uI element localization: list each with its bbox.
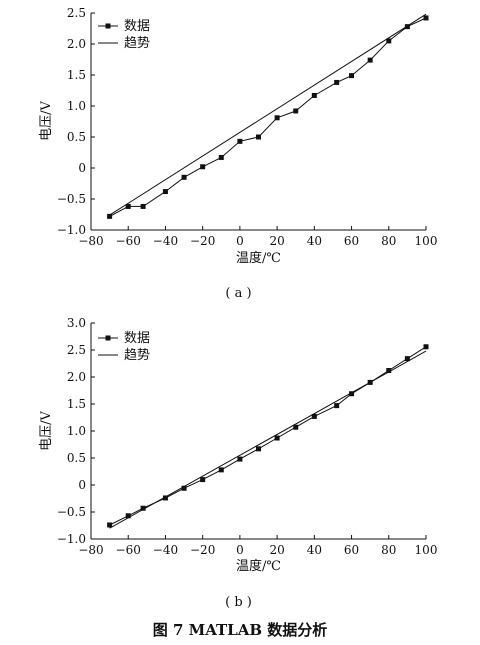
y-tick-label: −0.5 — [57, 192, 86, 206]
data-point — [367, 57, 373, 63]
data-point — [162, 189, 168, 195]
y-tick-label: 0 — [78, 161, 86, 175]
y-tick-label: 1.5 — [67, 397, 86, 411]
legend-marker-data — [105, 23, 111, 29]
data-point — [386, 38, 392, 44]
data-point — [125, 203, 131, 209]
chart-panel-a: −1.0 −0.5 0 0.5 1.0 1.5 2.0 2.5 −80 −60 −40 −20 0 20 4… — [39, 6, 437, 301]
chart-panel-b: −1.0 −0.5 0 0.5 1.0 1.5 2.0 2.5 3.0 −80 −60 −40 −20 0… — [39, 316, 437, 610]
panel-label: ( a ) — [225, 286, 251, 301]
y-axis-label: 电压/V — [39, 411, 54, 451]
x-tick-label: 20 — [269, 234, 284, 248]
legend-label-data: 数据 — [124, 331, 150, 346]
x-tick-label: 40 — [307, 543, 322, 557]
x-axis-label: 温度/℃ — [236, 558, 281, 574]
y-tick-label: −1.0 — [57, 223, 86, 237]
data-point — [274, 435, 280, 441]
x-axis-label: 温度/℃ — [236, 250, 281, 266]
data-point — [237, 456, 243, 462]
trend-line — [109, 13, 427, 216]
y-tick-label: −0.5 — [57, 505, 86, 519]
x-tick-label: −40 — [153, 234, 178, 248]
legend-marker-data — [105, 335, 111, 341]
x-tick-label: 20 — [269, 543, 284, 557]
y-tick-label: 2.5 — [67, 343, 86, 357]
x-tick-label: −60 — [116, 234, 141, 248]
data-point — [311, 92, 317, 98]
data-point — [140, 505, 146, 511]
x-tick-label: −60 — [116, 543, 141, 557]
y-tick-label: 0 — [78, 478, 86, 492]
data-point — [107, 522, 113, 528]
y-tick-label: −1.0 — [57, 532, 86, 546]
data-point — [181, 485, 187, 491]
data-point — [349, 391, 355, 397]
data-point — [200, 164, 206, 170]
data-point — [404, 24, 410, 30]
data-point — [162, 495, 168, 501]
data-point — [256, 134, 261, 140]
data-point — [256, 446, 261, 452]
data-point — [237, 138, 243, 144]
data-point — [293, 424, 299, 430]
y-tick-label: 2.0 — [67, 37, 86, 51]
legend-label-trend: 趋势 — [124, 347, 150, 363]
x-tick-label: −80 — [78, 543, 103, 557]
trend-line — [109, 350, 427, 529]
legend-label-trend: 趋势 — [124, 35, 150, 51]
data-point — [334, 403, 340, 409]
data-point — [140, 203, 146, 209]
y-axis-label: 电压/V — [39, 101, 54, 141]
y-tick-label: 2.0 — [67, 370, 86, 384]
data-point — [386, 368, 392, 374]
y-tick-label: 1.5 — [67, 68, 86, 82]
data-point — [311, 413, 317, 419]
figure-caption: 图 7 MATLAB 数据分析 — [153, 621, 328, 639]
data-point — [125, 513, 131, 519]
data-point — [404, 356, 410, 362]
y-tick-label: 1.0 — [67, 99, 86, 113]
y-tick-label: 3.0 — [67, 316, 86, 330]
data-point — [349, 73, 355, 79]
x-tick-label: 0 — [236, 543, 244, 557]
x-tick-label: 80 — [381, 234, 396, 248]
x-tick-label: −40 — [153, 543, 178, 557]
data-point — [274, 115, 280, 121]
data-point — [218, 154, 224, 160]
y-tick-label: 0.5 — [67, 451, 86, 465]
x-tick-label: 100 — [415, 234, 438, 248]
x-tick-label: −20 — [190, 543, 215, 557]
x-tick-label: 60 — [344, 543, 359, 557]
y-tick-label: 1.0 — [67, 424, 86, 438]
data-point — [200, 477, 206, 483]
x-tick-label: 80 — [381, 543, 396, 557]
x-tick-label: 100 — [415, 543, 438, 557]
data-point — [423, 15, 429, 21]
data-point — [107, 213, 113, 219]
y-tick-label: 0.5 — [67, 130, 86, 144]
x-tick-label: −20 — [190, 234, 215, 248]
data-point — [293, 108, 299, 114]
data-point — [181, 174, 187, 180]
panel-label: ( b ) — [225, 595, 252, 610]
data-point — [423, 344, 429, 350]
x-tick-label: 0 — [236, 234, 244, 248]
y-tick-label: 2.5 — [67, 6, 86, 20]
data-series-line — [109, 346, 427, 526]
data-point — [218, 467, 224, 473]
data-point — [334, 79, 340, 85]
x-tick-label: 60 — [344, 234, 359, 248]
x-tick-label: −80 — [78, 234, 103, 248]
x-tick-label: 40 — [307, 234, 322, 248]
legend-label-data: 数据 — [124, 19, 150, 34]
data-series-line — [109, 17, 427, 217]
